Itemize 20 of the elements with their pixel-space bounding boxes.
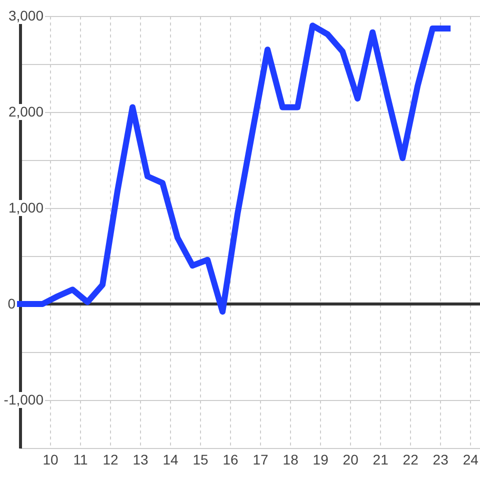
x-tick-label: 12 <box>102 452 119 468</box>
x-tick-label: 19 <box>312 452 329 468</box>
x-tick-label: 23 <box>432 452 449 468</box>
x-tick-label: 17 <box>252 452 269 468</box>
x-tick-label: 20 <box>342 452 359 468</box>
x-tick-label: 18 <box>282 452 299 468</box>
x-tick-label: 14 <box>162 452 179 468</box>
x-tick-label: 16 <box>222 452 239 468</box>
x-tick-label: 24 <box>462 452 479 468</box>
y-tick-label: 2,000 <box>8 104 44 120</box>
y-tick-label: 1,000 <box>8 200 44 216</box>
x-tick-label: 13 <box>132 452 149 468</box>
x-tick-label: 21 <box>372 452 389 468</box>
x-tick-label: 22 <box>402 452 419 468</box>
x-tick-label: 15 <box>192 452 209 468</box>
x-tick-label: 11 <box>73 452 88 468</box>
y-tick-label: 0 <box>8 296 16 312</box>
y-tick-label: -1,000 <box>4 392 44 408</box>
y-tick-label: 3,000 <box>8 8 44 24</box>
x-tick-label: 10 <box>42 452 59 468</box>
